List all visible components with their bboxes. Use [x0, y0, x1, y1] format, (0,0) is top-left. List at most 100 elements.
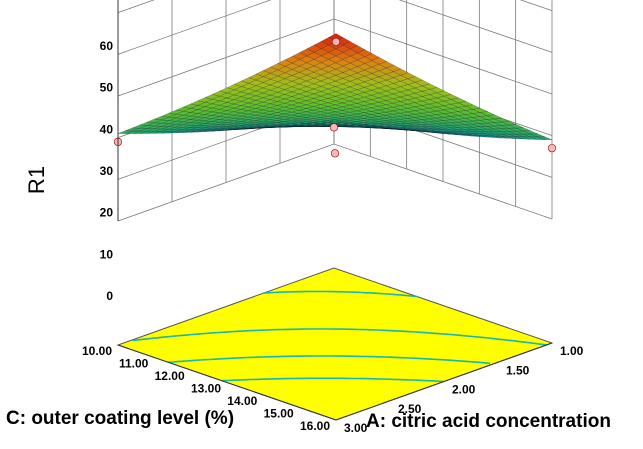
surface-cell — [457, 101, 474, 107]
surface-cell — [457, 126, 473, 130]
surface-cell — [182, 124, 198, 128]
surface-cell — [341, 125, 357, 127]
y-tick-label: 12.00 — [155, 369, 185, 383]
surface-cell — [442, 103, 460, 109]
surface-cell — [154, 126, 169, 130]
surface-cell — [161, 126, 176, 130]
surface-cell — [305, 124, 321, 127]
response-surface — [117, 33, 553, 141]
surface-cell — [515, 127, 531, 132]
surface-cell — [392, 128, 407, 131]
surface-cell — [211, 90, 228, 97]
surface-cell — [211, 128, 227, 131]
surface-cell — [233, 118, 249, 122]
surface-cell — [356, 69, 373, 77]
grid-line — [117, 0, 553, 14]
z-tick-label: 50 — [100, 81, 114, 95]
surface-cell — [421, 130, 436, 133]
surface-cell — [501, 124, 516, 129]
surface-cell — [334, 124, 350, 126]
surface-cell — [276, 98, 293, 104]
surface-cell — [414, 126, 429, 129]
surface-cell — [306, 59, 322, 67]
surface-cell — [342, 108, 357, 113]
axes: 0 10 20 30 40 50 60 10.00 11.00 12.00 13.00 14.00 15… — [82, 0, 584, 435]
surface-cell — [211, 129, 227, 132]
contour-line — [263, 290, 417, 298]
surface-cell — [276, 102, 293, 108]
z-tick-label: 0 — [106, 289, 113, 303]
surface-cell — [494, 128, 509, 132]
surface-cell — [443, 94, 460, 100]
surface-cell — [407, 76, 424, 83]
surface-cell — [211, 121, 227, 125]
surface-cell — [356, 63, 373, 71]
surface-cell — [298, 123, 314, 125]
surface-cell — [175, 106, 192, 112]
x-tick-label: 3.00 — [344, 421, 368, 435]
y-tick-label: 13.00 — [191, 382, 221, 396]
surface-cell — [211, 119, 227, 123]
surface-cell — [501, 135, 516, 139]
surface-cell — [277, 59, 293, 67]
surface-cell — [371, 70, 387, 78]
surface-cell — [378, 79, 395, 86]
contour-floor — [116, 267, 554, 421]
y-tick-label: 16.00 — [300, 419, 330, 433]
design-point — [329, 123, 339, 132]
surface-cell — [298, 121, 314, 124]
surface-cell — [356, 126, 371, 128]
z-tick-label: 20 — [100, 206, 114, 220]
surface-cell — [212, 116, 227, 120]
surface-cell — [312, 124, 328, 126]
surface-cell — [233, 121, 249, 124]
surface-cell — [154, 128, 169, 132]
surface-cell — [392, 86, 409, 93]
x-tick-label: 1.00 — [560, 344, 584, 358]
surface-cell — [204, 130, 219, 132]
surface-cell — [218, 128, 234, 131]
surface-cell — [305, 98, 322, 103]
surface-cell — [349, 116, 364, 120]
surface-cell — [385, 64, 402, 72]
design-point — [547, 144, 557, 153]
surface-cell — [183, 122, 198, 126]
surface-cell — [508, 136, 523, 140]
surface-cell — [125, 127, 140, 132]
z-axis-title: R1 — [24, 166, 49, 194]
surface-cell — [515, 136, 531, 140]
grid-line — [117, 18, 553, 97]
surface-cell — [421, 83, 438, 90]
surface-cell — [450, 133, 465, 136]
surface-cell — [428, 125, 444, 129]
x-tick-label: 2.50 — [398, 402, 422, 416]
y-axis-title: C: outer coating level (%) — [6, 408, 234, 429]
contour-line — [221, 377, 445, 383]
surface-cell — [349, 45, 366, 54]
surface-cell — [370, 126, 386, 128]
y-tick-label: 11.00 — [119, 357, 149, 371]
surface-cell — [190, 125, 205, 128]
surface-cell — [342, 62, 359, 70]
surface-cell — [327, 68, 344, 76]
surface-cell — [219, 124, 234, 127]
grid-line — [117, 0, 553, 55]
x-axis-line — [335, 342, 553, 421]
surface-cell — [508, 124, 524, 129]
surface-cell — [283, 124, 299, 127]
surface-cell — [305, 123, 321, 126]
surface-cell — [312, 123, 328, 125]
surface-cell — [443, 125, 458, 128]
x-tick-label: 2.00 — [452, 383, 476, 397]
z-tick-label: 30 — [100, 164, 114, 178]
surface-cell — [421, 130, 436, 133]
surface-cell — [392, 80, 409, 87]
surface-cell — [261, 99, 279, 104]
surface-cell — [530, 136, 545, 140]
surface-cell — [312, 125, 328, 127]
surface-cell — [139, 128, 155, 132]
surface-cell — [327, 104, 343, 109]
surface-cell — [262, 123, 277, 126]
x-axis-title: A: citric acid concentration — [366, 411, 611, 432]
